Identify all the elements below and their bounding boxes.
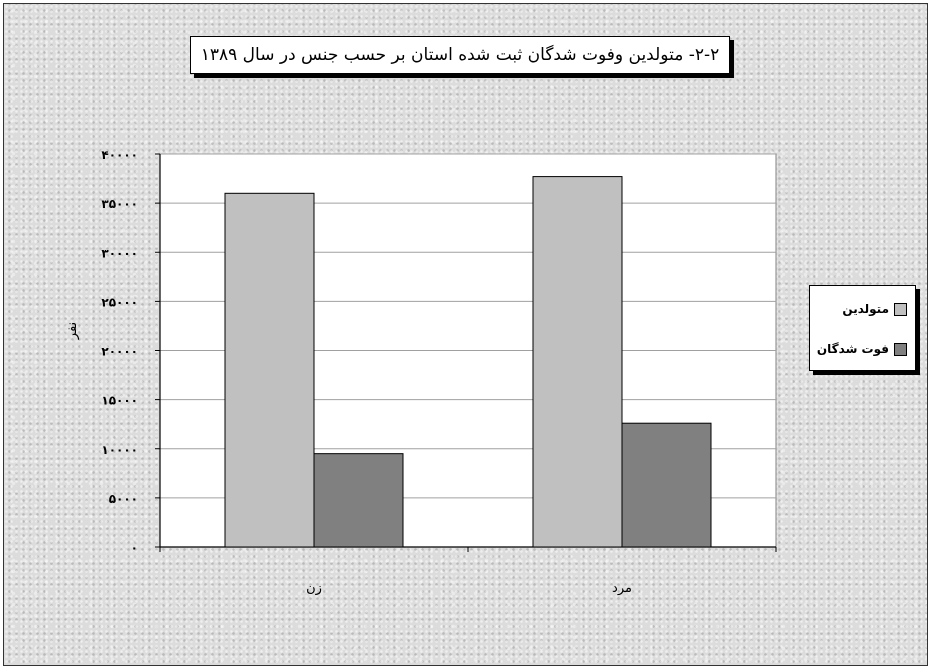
legend-item-deaths: فوت شدگان [817,340,907,358]
plot-area: ۰ ۵۰۰۰ ۱۰۰۰۰ ۱۵۰۰۰ ۲۰۰۰۰ ۲۵۰۰۰ ۳۰۰۰۰ ۳۵۰۰۰ ۴۰۰۰۰… [65,148,777,596]
x-category-label: زن [306,581,322,596]
y-axis-label: نفر [65,322,80,340]
y-tick-label: ۲۵۰۰۰ [101,295,138,309]
bar-1-0 [532,176,623,548]
bar-1-1 [621,422,712,548]
y-tick-label: ۵۰۰۰ [109,492,138,506]
legend-swatch-deaths [894,342,907,356]
legend: متولدین فوت شدگان [809,285,916,371]
x-category-label: مرد [612,581,632,596]
chart-title-box: ۲-۲- متولدین وفوت شدگان ثبت شده استان بر… [190,36,730,74]
y-tick-label: ۲۰۰۰۰ [101,345,138,359]
y-tick-label: ۱۰۰۰۰ [101,443,138,457]
legend-item-births: متولدین [842,300,907,318]
y-tick-label: ۱۵۰۰۰ [101,394,138,408]
bar-0-1 [313,453,404,548]
y-tick-label: ۳۵۰۰۰ [101,197,138,211]
legend-label-deaths: فوت شدگان [816,342,889,356]
y-tick-label: ۳۰۰۰۰ [101,246,138,260]
legend-swatch-births [894,302,907,316]
chart-title: ۲-۲- متولدین وفوت شدگان ثبت شده استان بر… [200,45,720,65]
bar-0-0 [224,192,315,548]
y-tick-label: ۴۰۰۰۰ [101,148,138,162]
legend-label-births: متولدین [842,302,889,316]
y-tick-label: ۰ [131,541,138,555]
